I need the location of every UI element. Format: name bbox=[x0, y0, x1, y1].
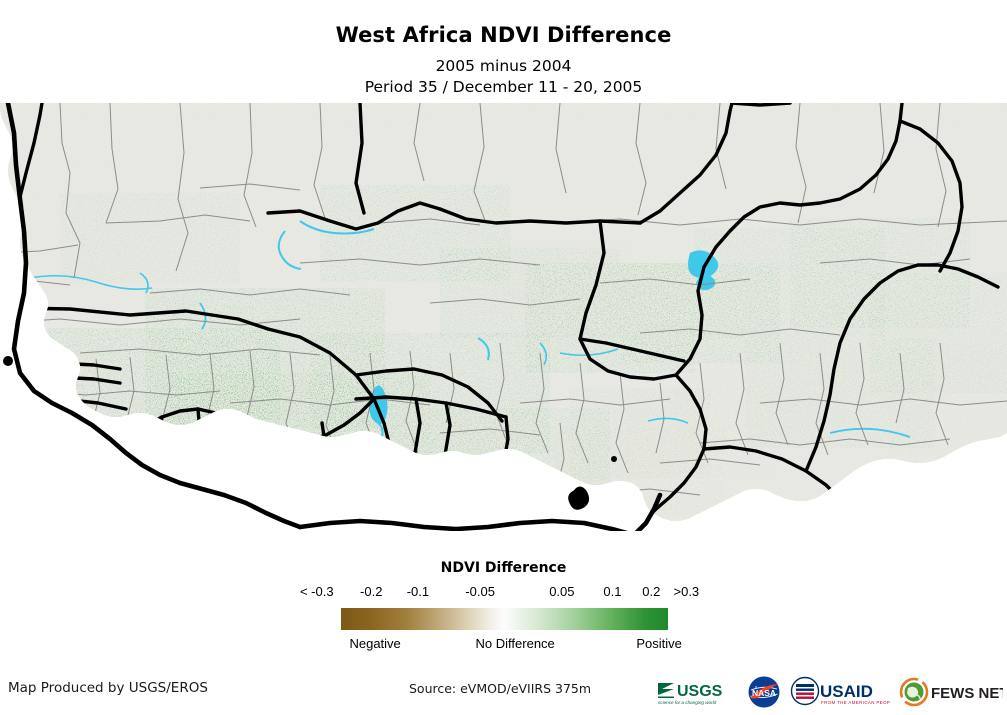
fewsnet-logo[interactable]: FEWS NET bbox=[899, 676, 1003, 708]
legend-tick-1: -0.2 bbox=[360, 584, 383, 599]
map-legend: NDVI Difference < -0.3 -0.2 -0.1 -0.05 0.05 0… bbox=[0, 560, 1007, 660]
legend-caption-labels: Negative No Difference Positive bbox=[309, 636, 698, 654]
subtitle-comparison: 2005 minus 2004 bbox=[435, 57, 572, 75]
map-footer: Map Produced by USGS/EROS Source: eVMOD/… bbox=[0, 668, 1007, 715]
map-source: Source: eVMOD/eVIIRS 375m bbox=[409, 681, 592, 696]
legend-caption-2: Positive bbox=[636, 636, 682, 651]
ndvi-difference-map[interactable] bbox=[0, 103, 1007, 531]
legend-tick-2: -0.1 bbox=[406, 584, 430, 599]
legend-tick-7: >0.3 bbox=[673, 584, 700, 599]
nasa-wordmark: NASA bbox=[752, 688, 776, 698]
legend-caption-1: No Difference bbox=[475, 636, 555, 651]
legend-title: NDVI Difference bbox=[440, 560, 567, 576]
map-header: West Africa NDVI Difference 2005 minus 2… bbox=[0, 0, 1007, 103]
subtitle-period: Period 35 / December 11 - 20, 2005 bbox=[364, 78, 643, 96]
legend-tick-labels: < -0.3 -0.2 -0.1 -0.05 0.05 0.1 0.2 >0.3 bbox=[300, 584, 700, 600]
map-credit: Map Produced by USGS/EROS bbox=[8, 680, 208, 696]
offshore-islands bbox=[3, 356, 617, 510]
usaid-logo[interactable]: USAID FROM THE AMERICAN PEOPLE bbox=[790, 676, 890, 708]
legend-color-ramp bbox=[341, 608, 668, 630]
usgs-logo[interactable]: USGS science for a changing world bbox=[656, 677, 738, 707]
legend-caption-0: Negative bbox=[349, 636, 401, 651]
usgs-tagline: science for a changing world bbox=[658, 700, 717, 705]
usaid-wordmark: USAID bbox=[820, 682, 873, 701]
usgs-wordmark: USGS bbox=[677, 683, 723, 700]
fewsnet-wordmark: FEWS NET bbox=[931, 685, 1003, 702]
legend-tick-0: < -0.3 bbox=[299, 584, 334, 599]
legend-tick-6: 0.2 bbox=[642, 584, 661, 599]
nasa-logo[interactable]: NASA bbox=[747, 675, 781, 709]
page-title: West Africa NDVI Difference bbox=[335, 23, 672, 47]
usaid-tagline: FROM THE AMERICAN PEOPLE bbox=[821, 700, 890, 705]
coastline-layer bbox=[5, 103, 663, 531]
legend-tick-5: 0.1 bbox=[603, 584, 622, 599]
logo-bar: USGS science for a changing world NASA U… bbox=[656, 672, 1003, 712]
map-canvas[interactable] bbox=[0, 103, 1007, 531]
lake-volta bbox=[369, 385, 388, 425]
legend-tick-4: 0.05 bbox=[549, 584, 575, 599]
legend-tick-3: -0.05 bbox=[465, 584, 495, 599]
